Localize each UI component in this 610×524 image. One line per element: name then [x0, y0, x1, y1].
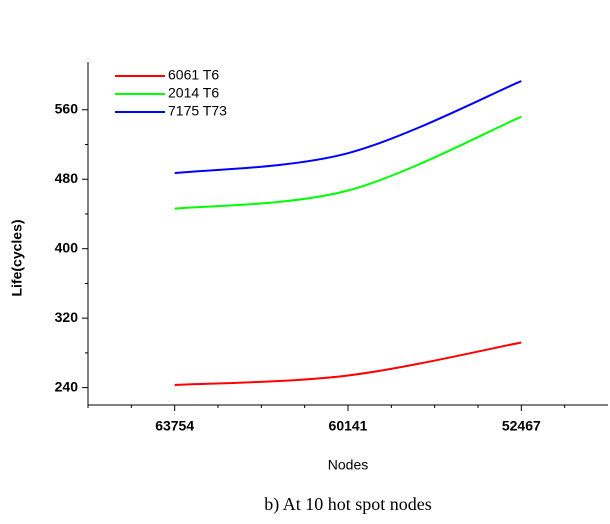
legend-label: 2014 T6	[168, 85, 219, 101]
line	[174, 115, 522, 210]
legend-label: 7175 T73	[168, 103, 227, 119]
y-tick-label: 480	[55, 170, 79, 186]
x-axis-title: Nodes	[328, 457, 368, 473]
caption: b) At 10 hot spot nodes	[264, 494, 432, 515]
y-axis-title: Life(cycles)	[9, 219, 25, 296]
y-tick-label: 400	[55, 239, 79, 255]
y-tick-label: 320	[55, 309, 79, 325]
legend-label: 6061 T6	[168, 67, 219, 83]
x-tick-label: 60141	[329, 418, 368, 434]
line	[174, 341, 522, 387]
x-tick-label: 63754	[155, 418, 194, 434]
line	[174, 80, 522, 175]
x-tick-label: 52467	[502, 418, 541, 434]
y-tick-label: 240	[55, 378, 79, 394]
y-tick-label: 560	[55, 100, 79, 116]
